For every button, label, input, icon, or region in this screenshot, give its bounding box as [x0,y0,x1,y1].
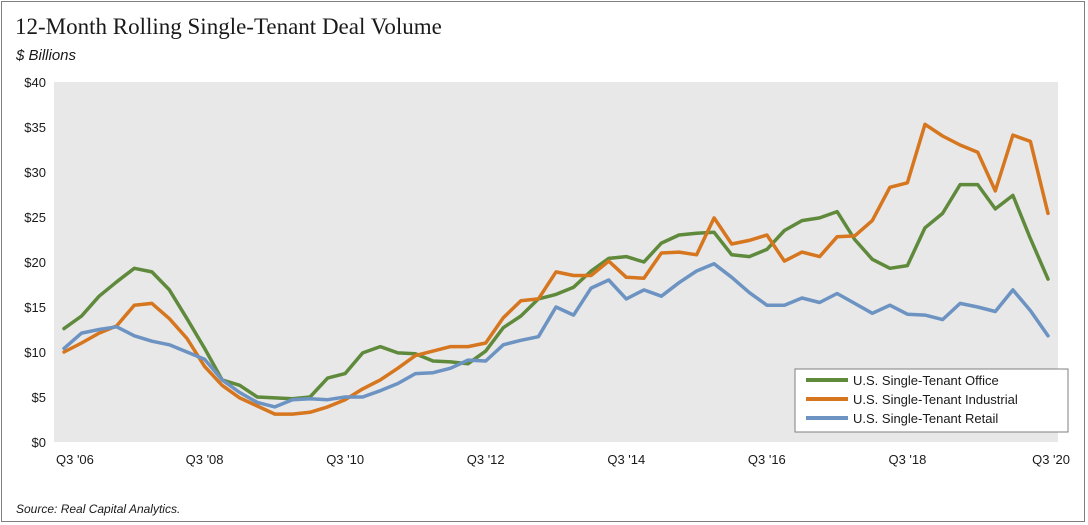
y-tick-label: $40 [24,75,46,90]
x-tick-label: Q3 '12 [467,452,505,467]
legend: U.S. Single-Tenant Office U.S. Single-Ten… [794,368,1069,433]
series-lines [62,122,1050,416]
source-note: Source: Real Capital Analytics. [16,502,181,516]
x-tick-label: Q3 '18 [888,452,926,467]
y-axis-unit-label: $ Billions [16,47,77,64]
series-line-2 [62,122,1050,416]
series-line-1 [62,182,1050,401]
x-tick-label: Q3 '14 [607,452,645,467]
y-tick-label: $0 [32,435,46,450]
x-tick-label: Q3 '16 [748,452,786,467]
x-axis-ticks: Q3 '06 Q3 '08 Q3 '10 Q3 '12 Q3 '14 Q3 '16 Q3 '… [56,452,1070,467]
chart-title: 12-Month Rolling Single-Tenant Deal Volu… [15,14,442,39]
series-line-3 [62,262,1050,409]
y-tick-label: $10 [24,345,46,360]
x-tick-label: Q3 '08 [186,452,224,467]
y-tick-label: $30 [24,165,46,180]
y-tick-label: $5 [32,390,46,405]
y-tick-label: $25 [24,210,46,225]
y-axis-ticks: $0 $5 $10 $15 $20 $25 $30 $35 $40 [24,75,46,450]
y-tick-label: $20 [24,255,46,270]
x-tick-label: Q3 '10 [326,452,364,467]
y-tick-label: $35 [24,120,46,135]
x-tick-label: Q3 '20 [1032,452,1070,467]
legend-label-2: U.S. Single-Tenant Industrial [853,392,1018,407]
legend-label-1: U.S. Single-Tenant Office [853,373,999,388]
y-tick-label: $15 [24,300,46,315]
x-tick-label: Q3 '06 [56,452,94,467]
legend-label-3: U.S. Single-Tenant Retail [853,411,998,426]
